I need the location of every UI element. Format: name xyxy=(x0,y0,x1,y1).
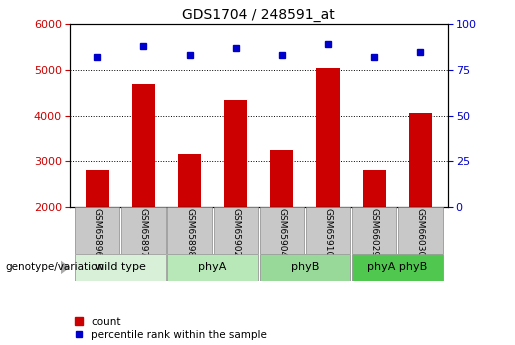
Bar xyxy=(75,254,165,281)
Bar xyxy=(352,254,442,281)
Text: GSM65910: GSM65910 xyxy=(323,208,333,258)
Bar xyxy=(409,113,432,207)
Bar xyxy=(178,155,201,207)
Text: GSM65896: GSM65896 xyxy=(93,208,102,258)
Text: phyB: phyB xyxy=(291,263,319,272)
Text: GSM65902: GSM65902 xyxy=(231,208,240,257)
Bar xyxy=(352,207,397,254)
Bar xyxy=(363,170,386,207)
Text: GSM65897: GSM65897 xyxy=(139,208,148,258)
Bar xyxy=(260,207,304,254)
Polygon shape xyxy=(61,260,70,274)
Text: GSM66029: GSM66029 xyxy=(370,208,379,257)
Bar xyxy=(75,207,119,254)
Bar xyxy=(398,207,442,254)
Bar xyxy=(85,170,109,207)
Bar xyxy=(270,150,294,207)
Title: GDS1704 / 248591_at: GDS1704 / 248591_at xyxy=(182,8,335,22)
Bar xyxy=(224,100,247,207)
Bar xyxy=(167,254,258,281)
Bar xyxy=(317,68,339,207)
Text: genotype/variation: genotype/variation xyxy=(5,263,104,272)
Text: GSM65898: GSM65898 xyxy=(185,208,194,258)
Text: GSM65904: GSM65904 xyxy=(278,208,286,257)
Text: GSM66030: GSM66030 xyxy=(416,208,425,258)
Bar xyxy=(306,207,350,254)
Bar xyxy=(132,83,155,207)
Text: wild type: wild type xyxy=(95,263,146,272)
Bar xyxy=(121,207,165,254)
Bar xyxy=(214,207,258,254)
Legend: count, percentile rank within the sample: count, percentile rank within the sample xyxy=(75,317,267,340)
Text: phyA phyB: phyA phyB xyxy=(367,263,427,272)
Bar xyxy=(167,207,212,254)
Text: phyA: phyA xyxy=(198,263,227,272)
Bar xyxy=(260,254,350,281)
